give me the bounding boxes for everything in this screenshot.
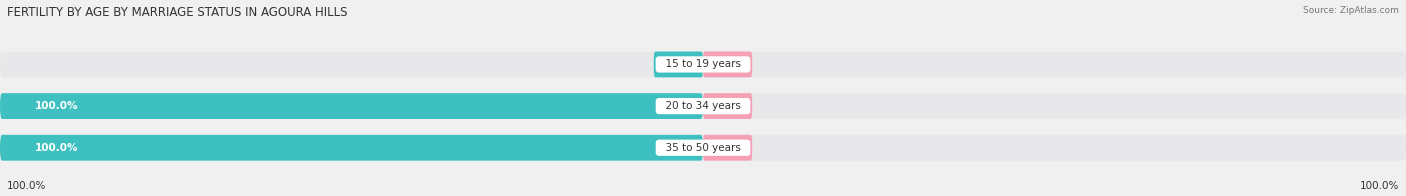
FancyBboxPatch shape [0, 52, 1406, 77]
Text: 0.0%: 0.0% [724, 143, 751, 153]
Text: FERTILITY BY AGE BY MARRIAGE STATUS IN AGOURA HILLS: FERTILITY BY AGE BY MARRIAGE STATUS IN A… [7, 6, 347, 19]
Text: 20 to 34 years: 20 to 34 years [659, 101, 747, 111]
FancyBboxPatch shape [0, 135, 703, 161]
Text: 100.0%: 100.0% [7, 181, 46, 191]
FancyBboxPatch shape [703, 93, 752, 119]
Text: 0.0%: 0.0% [724, 59, 751, 69]
FancyBboxPatch shape [654, 52, 703, 77]
Text: 0.0%: 0.0% [724, 101, 751, 111]
Text: 15 to 19 years: 15 to 19 years [659, 59, 747, 69]
Text: 100.0%: 100.0% [35, 143, 79, 153]
FancyBboxPatch shape [0, 93, 703, 119]
FancyBboxPatch shape [703, 135, 752, 161]
Text: 0.0%: 0.0% [655, 59, 682, 69]
Text: Source: ZipAtlas.com: Source: ZipAtlas.com [1303, 6, 1399, 15]
Text: 35 to 50 years: 35 to 50 years [659, 143, 747, 153]
FancyBboxPatch shape [0, 93, 1406, 119]
Text: 100.0%: 100.0% [1360, 181, 1399, 191]
Text: 100.0%: 100.0% [35, 101, 79, 111]
FancyBboxPatch shape [0, 135, 1406, 161]
FancyBboxPatch shape [703, 52, 752, 77]
